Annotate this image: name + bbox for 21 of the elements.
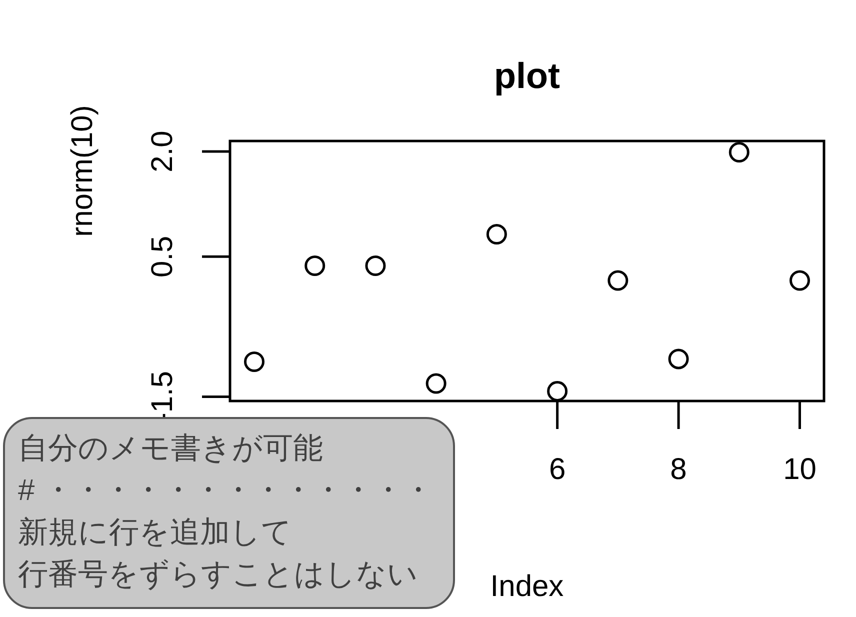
point — [728, 142, 750, 162]
x-tick-label: 6 — [548, 453, 566, 486]
point — [486, 224, 507, 244]
point — [547, 380, 568, 402]
callout: 自分のメモ書きが可能 # ・・・・・・・・・・・・・ 新規に行を追加して 行番号をずらすことはしない — [3, 417, 455, 609]
y-tick: 0.5 — [146, 236, 230, 278]
point — [244, 352, 264, 372]
x-axis-title: Index — [490, 570, 564, 603]
x-tick-label: 10 — [783, 453, 816, 486]
y-tick: 2.0 — [146, 130, 230, 172]
point — [790, 270, 810, 291]
point — [668, 348, 689, 370]
point — [608, 270, 628, 291]
y-tick-label: 0.5 — [146, 236, 179, 278]
y-axis-title: rnorm(10) — [66, 105, 99, 237]
point — [426, 373, 446, 394]
x-tick-label: 8 — [670, 453, 687, 486]
point — [304, 255, 326, 276]
y-tick-label: 2.0 — [146, 130, 179, 172]
point — [365, 255, 386, 276]
chart-title: plot — [494, 55, 560, 96]
